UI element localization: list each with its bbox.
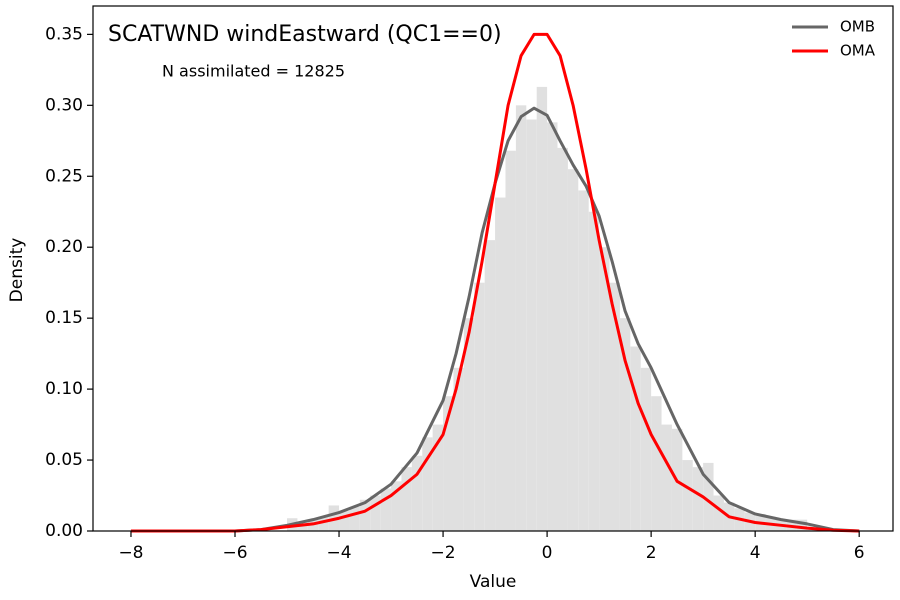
histogram-bar: [609, 282, 620, 531]
histogram-bar: [453, 367, 464, 531]
legend-label: OMA: [840, 42, 876, 60]
histogram-bar: [474, 282, 485, 531]
histogram-bar: [318, 516, 329, 531]
x-tick-label: −6: [222, 543, 247, 563]
y-tick-label: 0.15: [45, 308, 83, 328]
histogram-bar: [713, 495, 724, 531]
histogram-bar: [484, 240, 496, 531]
chart-title: SCATWND windEastward (QC1==0): [108, 22, 502, 47]
x-tick-label: 2: [646, 543, 657, 563]
histogram-bar: [536, 86, 548, 531]
histogram-bar: [505, 150, 516, 531]
x-tick-label: 4: [750, 543, 761, 563]
histogram-bar: [422, 437, 433, 531]
x-tick-label: −8: [118, 543, 143, 563]
histogram-bar: [432, 424, 444, 531]
y-axis-label: Density: [7, 238, 27, 303]
histogram-bar: [401, 467, 412, 531]
histogram-bar: [359, 499, 371, 531]
x-tick-label: 0: [542, 543, 553, 563]
histogram-bar: [443, 396, 454, 531]
y-tick-label: 0.20: [45, 237, 83, 257]
histogram-bar: [682, 460, 693, 531]
legend-label: OMB: [840, 18, 875, 36]
histogram-bar: [557, 147, 568, 531]
annotation: N assimilated = 12825: [162, 62, 345, 81]
histogram-bar: [463, 318, 475, 531]
y-tick-label: 0.25: [45, 166, 83, 186]
histogram-bar: [515, 105, 527, 531]
histogram-bar: [661, 424, 672, 531]
histogram-bar: [380, 488, 392, 531]
histogram-bar: [391, 481, 402, 531]
x-tick-label: 6: [854, 543, 865, 563]
histogram-bar: [495, 197, 506, 531]
histogram-bar: [339, 511, 350, 531]
histogram-bar: [619, 318, 631, 531]
y-tick-label: 0.35: [45, 24, 83, 44]
x-tick-label: −4: [327, 543, 352, 563]
histogram-bar: [796, 519, 808, 531]
histogram-bar: [630, 346, 641, 531]
histogram-bar: [411, 455, 423, 531]
plot-frame: [92, 5, 894, 532]
histogram-bar: [578, 190, 589, 531]
histogram-bar: [599, 247, 610, 531]
histogram-bar: [703, 462, 714, 531]
histogram-bar: [692, 467, 704, 531]
histogram-bar: [651, 396, 662, 531]
y-tick-label: 0.10: [45, 379, 83, 399]
histogram-bar: [588, 211, 600, 532]
y-tick-label: 0.05: [45, 450, 83, 470]
histogram-bar: [526, 119, 537, 531]
histogram-bar: [297, 522, 308, 531]
x-tick-label: −2: [431, 543, 456, 563]
kde-line: [130, 32, 860, 533]
y-tick-label: 0.00: [45, 521, 83, 541]
histogram-bar: [640, 367, 652, 531]
x-axis-label: Value: [470, 572, 517, 592]
histogram-bar: [349, 506, 360, 531]
y-tick-label: 0.30: [45, 95, 83, 115]
histogram-bar: [547, 122, 558, 531]
histogram-bar: [370, 495, 381, 531]
histogram-bar: [567, 169, 579, 532]
kde-line: [130, 106, 860, 533]
